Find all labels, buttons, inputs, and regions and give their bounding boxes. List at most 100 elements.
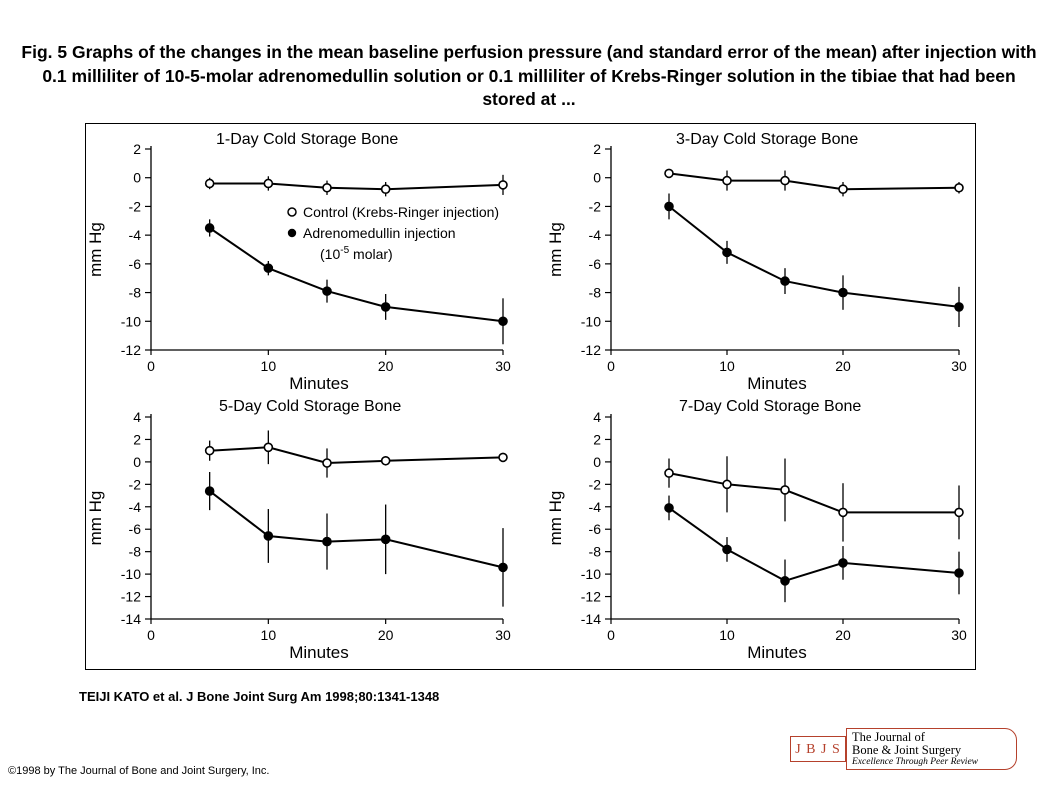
x-tick-label: 20: [378, 627, 394, 643]
x-tick-label: 30: [951, 358, 967, 374]
y-tick-label: -14: [121, 611, 141, 627]
y-tick-label: -12: [581, 589, 601, 605]
control-series: [204, 174, 508, 197]
x-tick-label: 10: [719, 627, 735, 643]
x-tick-label: 0: [147, 627, 155, 643]
data-point-filled: [204, 486, 215, 496]
x-axis-label: Minutes: [747, 374, 807, 393]
x-tick-label: 20: [378, 358, 394, 374]
data-point-filled: [380, 534, 391, 545]
x-tick-label: 10: [719, 358, 735, 374]
data-point-open: [204, 445, 215, 456]
legend-concentration-base: (10: [320, 246, 340, 262]
citation-text: TEIJI KATO et al. J Bone Joint Surg Am 1…: [79, 689, 440, 704]
legend-concentration-unit: molar): [349, 246, 393, 262]
data-point-filled: [838, 287, 848, 298]
chart-title: 7-Day Cold Storage Bone: [679, 398, 861, 415]
y-tick-label: -4: [129, 499, 142, 515]
y-axis-label: mm Hg: [546, 491, 565, 546]
y-tick-label: -2: [129, 198, 142, 214]
data-point-open: [380, 455, 391, 466]
data-point-filled: [498, 562, 508, 573]
data-point-open: [498, 452, 508, 463]
control-series: [664, 456, 964, 542]
y-tick-label: 0: [133, 170, 141, 186]
y-tick-label: -2: [129, 476, 142, 492]
y-tick-label: -10: [121, 313, 141, 329]
data-point-filled: [263, 263, 274, 273]
x-tick-label: 30: [495, 627, 511, 643]
y-tick-label: -10: [581, 566, 601, 582]
x-tick-label: 30: [495, 358, 511, 374]
y-tick-label: -2: [589, 476, 602, 492]
chart-4: 7-Day Cold Storage Bone420-2-4-6-8-10-12…: [546, 398, 967, 662]
y-tick-label: -10: [581, 313, 601, 329]
data-point-open: [263, 442, 274, 453]
y-tick-label: -8: [129, 544, 142, 560]
y-tick-label: -6: [129, 256, 142, 272]
y-tick-label: 2: [593, 431, 601, 447]
logo-frame: [846, 728, 1017, 770]
data-point-filled: [498, 316, 508, 327]
x-tick-label: 20: [835, 358, 851, 374]
y-tick-label: -6: [129, 521, 142, 537]
data-point-filled: [664, 201, 674, 212]
data-point-open: [664, 168, 674, 179]
series-line: [668, 205, 960, 308]
chart-3: 5-Day Cold Storage Bone420-2-4-6-8-10-12…: [86, 398, 511, 662]
figure-caption: Fig. 5 Graphs of the changes in the mean…: [21, 42, 1037, 109]
legend-label-control: Control (Krebs-Ringer injection): [303, 204, 499, 220]
legend-concentration-exponent: -5: [340, 245, 349, 256]
x-tick-label: 20: [835, 627, 851, 643]
data-point-open: [780, 175, 790, 186]
y-tick-label: -4: [589, 227, 602, 243]
data-point-filled: [322, 286, 332, 296]
legend-label-adrenomedullin: Adrenomedullin injection: [303, 225, 456, 241]
data-point-filled: [838, 558, 848, 568]
series-line: [668, 507, 960, 582]
y-tick-label: 2: [593, 141, 601, 157]
data-point-filled: [780, 276, 790, 286]
data-point-filled: [954, 568, 964, 578]
data-point-open: [263, 178, 274, 189]
data-point-filled: [722, 247, 732, 258]
data-point-filled: [664, 503, 674, 513]
y-tick-label: -2: [589, 198, 602, 214]
data-point-filled: [780, 576, 790, 586]
data-point-open: [322, 458, 332, 468]
legend-label-concentration: (10-5 molar): [320, 245, 393, 262]
y-tick-label: -8: [129, 285, 142, 301]
x-axis-label: Minutes: [289, 374, 349, 393]
y-tick-label: -6: [589, 521, 602, 537]
data-point-open: [954, 182, 964, 193]
data-point-open: [722, 479, 732, 490]
y-tick-label: -4: [589, 499, 602, 515]
y-tick-label: -12: [581, 342, 601, 358]
chart-title: 5-Day Cold Storage Bone: [219, 398, 401, 415]
data-point-filled: [380, 302, 391, 312]
chart-title: 1-Day Cold Storage Bone: [216, 131, 398, 148]
logo-tagline: Excellence Through Peer Review: [852, 757, 978, 767]
y-tick-label: -4: [129, 227, 142, 243]
control-series: [204, 430, 508, 478]
data-point-filled: [722, 544, 732, 555]
control-series: [664, 168, 964, 197]
y-tick-label: -8: [589, 285, 602, 301]
chart-2: 3-Day Cold Storage Bone20-2-4-6-8-10-120…: [546, 131, 967, 393]
data-point-open: [838, 184, 848, 194]
y-tick-label: 2: [133, 141, 141, 157]
figure-charts: 1-Day Cold Storage Bone20-2-4-6-8-10-120…: [86, 131, 967, 662]
y-tick-label: 0: [133, 454, 141, 470]
series-line: [668, 172, 960, 191]
data-point-open: [954, 507, 964, 518]
y-tick-label: -12: [121, 342, 141, 358]
adrenomedullin-series: [664, 193, 964, 328]
x-tick-label: 10: [261, 358, 277, 374]
logo-line1: The Journal of: [852, 730, 925, 744]
y-tick-label: 0: [593, 170, 601, 186]
x-tick-label: 30: [951, 627, 967, 643]
data-point-open: [664, 468, 674, 478]
journal-logo: J B J S The Journal of Bone & Joint Surg…: [790, 728, 1018, 770]
y-tick-label: 4: [593, 409, 601, 425]
data-point-filled: [204, 223, 215, 233]
